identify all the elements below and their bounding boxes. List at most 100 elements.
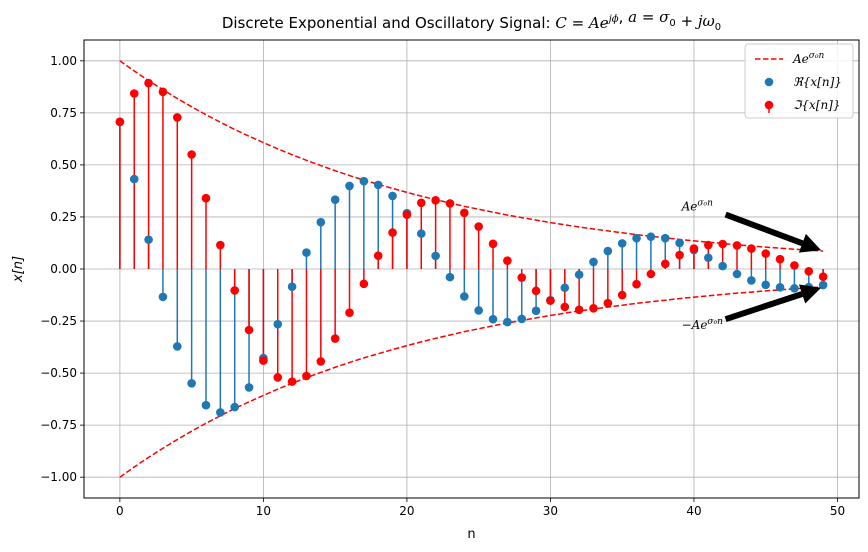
imag-stem-marker [187,150,196,159]
real-stem-marker [675,238,684,248]
imag-stem-marker [775,254,785,264]
real-stem-marker [129,174,139,184]
stem-markers [115,78,828,417]
imag-stem-marker [244,325,254,335]
imag-stem-marker [144,78,153,88]
x-ticks: 0 10 20 30 40 50 [116,498,845,518]
imag-stem-marker [617,290,627,300]
imag-stem-marker [488,239,498,249]
real-stem-marker [460,292,469,301]
x-axis-label: n [467,527,475,542]
real-stem-marker [373,180,383,190]
imag-stem-marker [632,279,641,289]
imag-stem-marker [373,251,383,260]
legend-entry-label: ℜ{x[n]} [793,75,842,89]
imag-stem-marker [646,269,656,279]
imag-stem-marker [359,279,369,289]
real-stem-marker [560,283,570,293]
y-axis-label: x[n] [11,256,26,283]
imag-stem-marker [560,302,570,312]
imag-stem-marker [316,357,326,366]
imag-stem-marker [660,259,670,269]
imag-stem-marker [445,199,455,208]
real-stem-marker [761,280,771,290]
y-tick-label: −0.50 [40,366,77,380]
imag-stem-marker [689,244,699,253]
y-tick-label: 0.50 [50,158,77,172]
real-stem-marker [230,402,239,412]
y-tick-label: 0.25 [50,210,77,224]
imag-stem-marker [129,89,139,98]
imag-stem-marker [747,244,756,253]
real-stem-marker [632,233,641,243]
real-stem-marker [216,408,225,417]
annotation-arrow-head [798,284,822,304]
imag-stem-marker [517,273,527,282]
y-tick-label: −1.00 [40,470,77,484]
real-stem-marker [445,272,455,282]
imag-stem-marker [259,356,268,365]
real-stem-marker [503,317,512,327]
stem-lines [119,83,824,413]
imag-stem-marker [287,377,297,386]
imag-stem-marker [330,334,340,343]
y-tick-label: 1.00 [50,54,77,68]
annotation-arrow-shaft [724,211,804,247]
real-stem-marker [172,342,182,351]
imag-stem-marker [388,228,397,237]
x-tick-label: 10 [256,504,271,518]
x-tick-label: 50 [830,504,845,518]
x-tick-label: 0 [116,504,124,518]
imag-stem-marker [460,208,469,218]
imag-stem-marker [761,249,771,258]
imag-stem-marker [416,198,426,208]
real-stem-marker [474,306,483,315]
imag-stem-marker [273,373,283,382]
real-stem-marker [359,176,369,186]
imag-stem-marker [216,240,225,250]
annotation-arrow-shaft [724,291,804,323]
imag-stem-marker [732,241,742,250]
annotation-label: Aeσ₀n [681,199,714,214]
legend-box [744,43,854,119]
imag-stem-marker [574,305,584,315]
imag-stem-marker [431,196,440,205]
x-tick-label: 30 [543,504,558,518]
real-stem-marker [187,378,196,388]
imag-stem-marker [474,222,483,231]
real-stem-marker [531,306,541,316]
imag-stem-marker [201,193,211,203]
real-stem-marker [316,217,326,227]
real-stem-marker [660,233,670,243]
y-tick-label: −0.25 [40,314,77,328]
imag-stem-marker [158,87,168,97]
y-tick-label: 0.00 [50,262,77,276]
imag-stem-marker [704,240,713,250]
imag-stem-marker [115,117,125,127]
real-stem-marker [747,276,756,285]
imag-stem-marker [675,250,684,260]
real-stem-marker [818,280,828,290]
real-stem-marker [244,383,254,392]
imag-stem-marker [546,296,555,305]
x-tick-label: 40 [686,504,701,518]
envelope-positive-line [119,60,824,252]
real-stem-marker [431,251,440,261]
imag-stem-marker [172,113,182,122]
y-tick-label: 0.75 [50,106,77,120]
x-tick-label: 20 [399,504,414,518]
real-stem-marker [603,246,613,256]
imag-stem-marker [230,286,239,295]
chart-title: Discrete Exponential and Oscillatory Sig… [222,8,721,33]
annotation-arrow-head [798,233,822,253]
imag-stem-marker [345,308,354,318]
real-stem-marker [704,253,713,263]
y-tick-label: −0.75 [40,418,77,432]
legend-marker-swatch [764,77,774,87]
real-stem-marker [273,319,283,329]
real-stem-marker [574,270,584,279]
legend-marker-swatch [764,100,774,110]
real-stem-marker [718,261,727,271]
imag-stem-marker [603,298,613,308]
real-stem-marker [775,283,785,292]
